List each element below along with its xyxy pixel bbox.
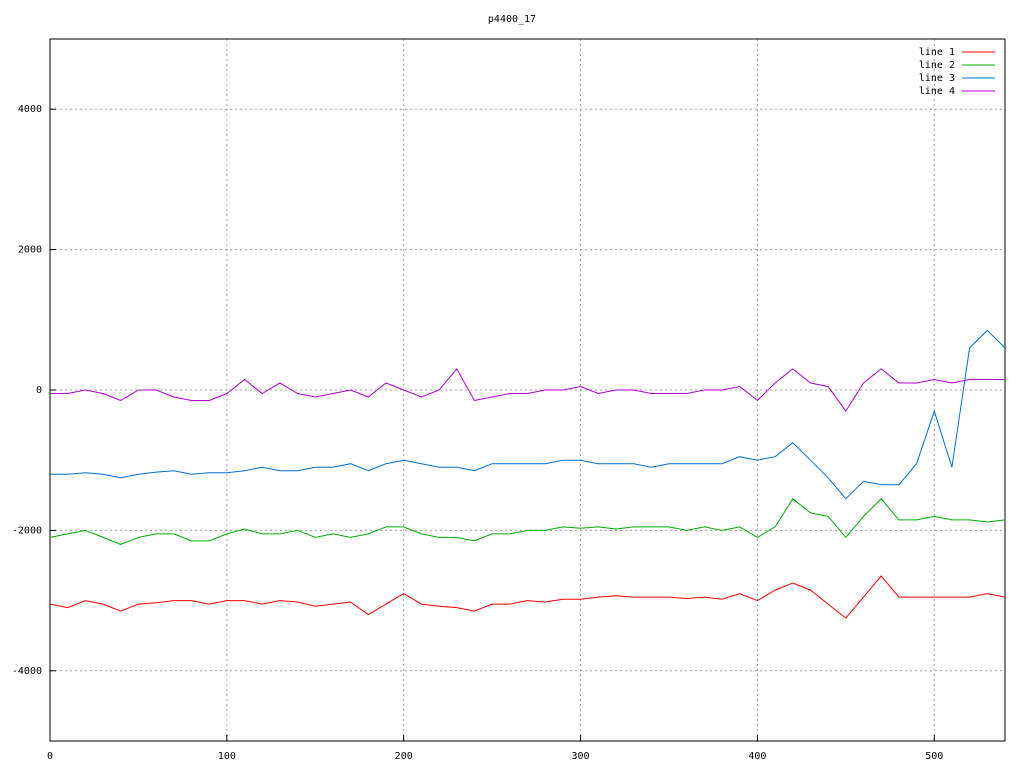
x-tick-label: 400: [748, 751, 766, 762]
data-line: [49, 575, 1006, 619]
x-tick-label: 300: [572, 751, 590, 762]
legend-label: line 4: [919, 86, 955, 97]
y-tick-label: -4000: [12, 666, 42, 677]
plot-frame: [49, 38, 1006, 742]
x-tick-label: 500: [925, 751, 943, 762]
x-tick-label: 0: [47, 751, 53, 762]
chart-title: p4400_17: [488, 14, 536, 25]
legend-label: line 2: [919, 60, 955, 71]
y-tick-label: 4000: [18, 104, 42, 115]
data-line: [49, 498, 1006, 545]
data-line: [50, 368, 1005, 412]
legend-label: line 1: [919, 47, 955, 58]
y-tick-label: 2000: [18, 245, 42, 256]
legend-label: line 3: [919, 73, 955, 84]
x-tick-label: 200: [395, 751, 413, 762]
y-tick-label: 0: [36, 385, 42, 396]
y-tick-label: -2000: [12, 525, 42, 536]
data-line: [50, 329, 1006, 500]
x-tick-label: 100: [218, 751, 236, 762]
